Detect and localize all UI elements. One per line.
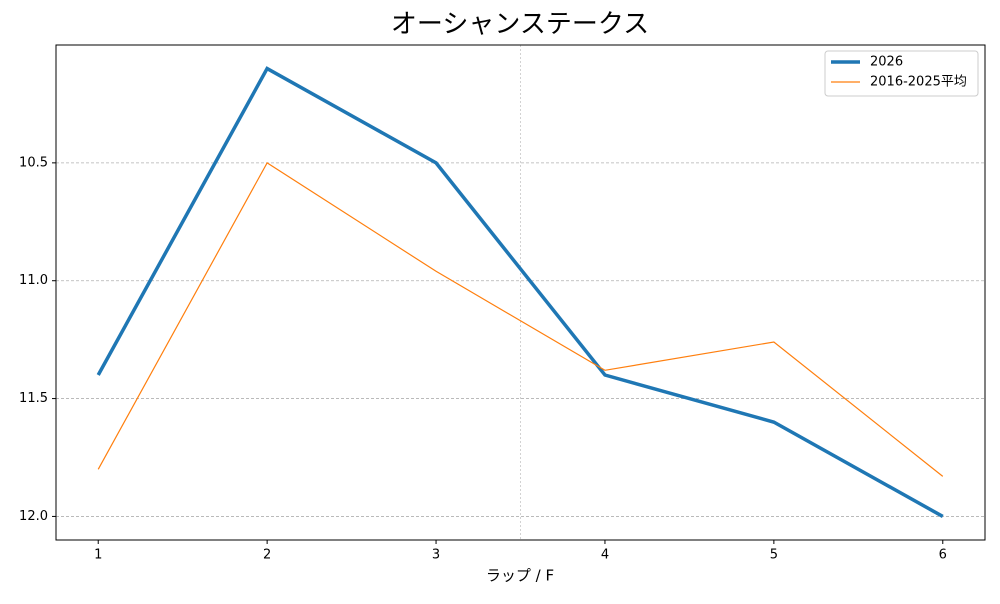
legend-box bbox=[824, 50, 979, 97]
x-tick-label: 2 bbox=[263, 548, 271, 563]
y-tick-label: 12.0 bbox=[19, 509, 48, 524]
y-tick-label: 11.5 bbox=[19, 391, 48, 406]
y-tick-label: 11.0 bbox=[19, 273, 48, 288]
legend-label: 2016-2025平均 bbox=[870, 75, 967, 90]
x-tick-label: 6 bbox=[939, 548, 947, 563]
series-line bbox=[97, 162, 944, 477]
x-tick-label: 4 bbox=[601, 548, 609, 563]
y-tick-label: 10.5 bbox=[19, 155, 48, 170]
chart-title: オーシャンステークス bbox=[391, 10, 649, 40]
x-tick-label: 1 bbox=[94, 548, 102, 563]
series-line bbox=[96, 66, 944, 518]
legend: 2026 2016-2025平均 bbox=[824, 50, 979, 97]
x-tick-label: 5 bbox=[770, 548, 778, 563]
x-tick-label: 3 bbox=[432, 548, 440, 563]
legend-label: 2026 bbox=[870, 55, 903, 70]
plot-frame bbox=[55, 44, 986, 541]
x-axis-label: ラップ / F bbox=[486, 567, 554, 585]
